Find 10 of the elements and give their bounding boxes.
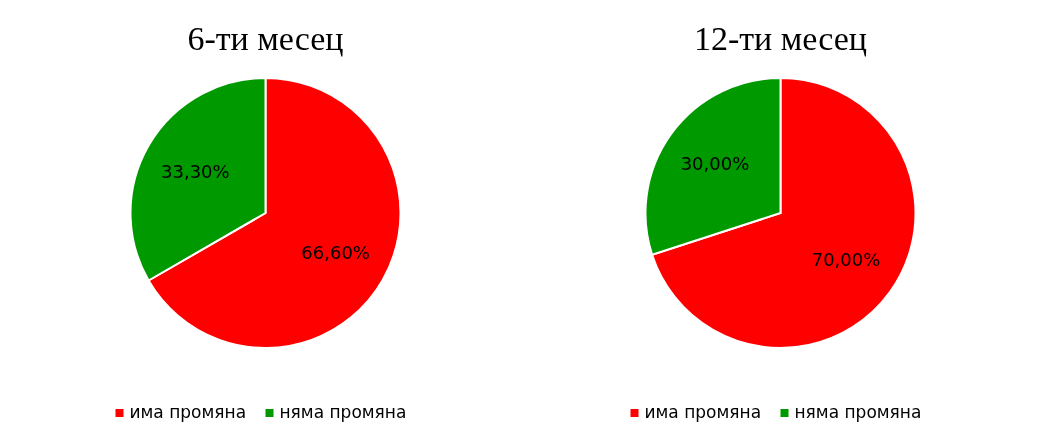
data-label: 30,00% bbox=[680, 153, 750, 175]
legend-label: има промяна bbox=[644, 402, 762, 422]
legend-label: няма промяна bbox=[279, 402, 407, 422]
data-label: 33,30% bbox=[161, 160, 230, 182]
chart-title: 6-ти месец bbox=[187, 20, 344, 57]
legend-label: няма промяна bbox=[794, 402, 922, 422]
data-label: 66,60% bbox=[301, 241, 370, 263]
chart-title: 12-ти месец bbox=[693, 20, 868, 57]
legend-label: има промяна bbox=[129, 402, 247, 422]
data-label: 70,00% bbox=[811, 248, 881, 270]
